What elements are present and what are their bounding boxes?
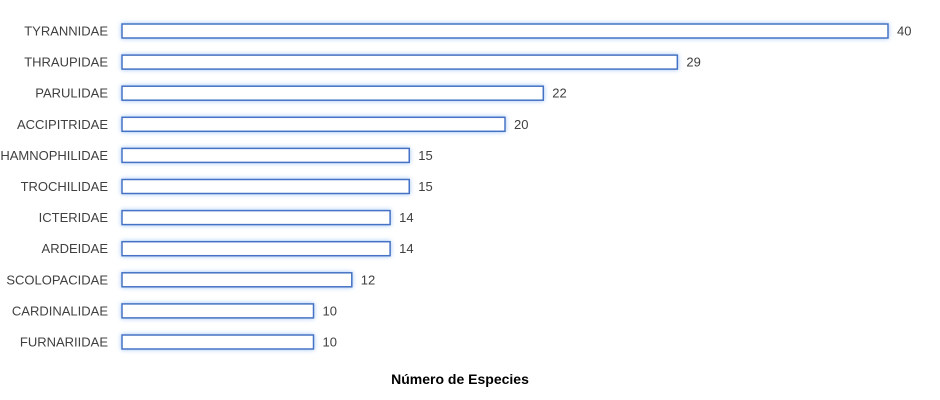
bar-cardinalidae bbox=[121, 303, 315, 319]
category-label-icteridae: ICTERIDAE bbox=[39, 210, 109, 225]
value-label-ardeidae: 14 bbox=[399, 241, 413, 256]
bar-tyrannidae bbox=[121, 23, 889, 39]
category-label-ardeidae: ARDEIDAE bbox=[42, 241, 109, 256]
bar-scolopacidae bbox=[121, 272, 353, 288]
category-label-trochilidae: TROCHILIDAE bbox=[21, 179, 109, 194]
bar-trochilidae bbox=[121, 178, 410, 195]
value-label-cardinalidae: 10 bbox=[323, 303, 337, 318]
value-label-tyrannidae: 40 bbox=[897, 24, 911, 39]
bar-parulidae bbox=[121, 85, 545, 101]
category-label-scolopacidae: SCOLOPACIDAE bbox=[6, 272, 108, 287]
category-label-tyrannidae: TYRANNIDAE bbox=[24, 24, 108, 39]
bar-ardeidae bbox=[121, 240, 391, 257]
bars-group: TYRANNIDAE 40 THRAUPIDAE 29 PARULIDAE 22 ACCIP… bbox=[0, 23, 911, 350]
value-label-icteridae: 14 bbox=[399, 210, 413, 225]
value-label-scolopacidae: 12 bbox=[361, 272, 375, 287]
bar-furnariidae bbox=[121, 334, 315, 350]
value-label-parulidae: 22 bbox=[552, 86, 566, 101]
category-label-cardinalidae: CARDINALIDAE bbox=[12, 303, 108, 318]
bar-icteridae bbox=[121, 209, 391, 226]
value-label-furnariidae: 10 bbox=[323, 335, 337, 350]
category-label-parulidae: PARULIDAE bbox=[35, 86, 108, 101]
category-label-furnariidae: FURNARIIDAE bbox=[20, 335, 108, 350]
value-label-thraupidae: 29 bbox=[686, 55, 700, 70]
category-label-thraupidae: THRAUPIDAE bbox=[24, 55, 108, 70]
category-label-accipitridae: ACCIPITRIDAE bbox=[17, 117, 108, 132]
x-axis-title: Número de Especies bbox=[391, 371, 529, 387]
bar-accipitridae bbox=[121, 116, 506, 133]
bar-thamnophilidae bbox=[121, 147, 410, 164]
value-label-thamnophilidae: 15 bbox=[418, 148, 432, 163]
bar-thraupidae bbox=[121, 54, 679, 70]
category-label-thamnophilidae: THAMNOPHILIDAE bbox=[0, 148, 108, 163]
value-label-trochilidae: 15 bbox=[418, 179, 432, 194]
value-label-accipitridae: 20 bbox=[514, 117, 528, 132]
